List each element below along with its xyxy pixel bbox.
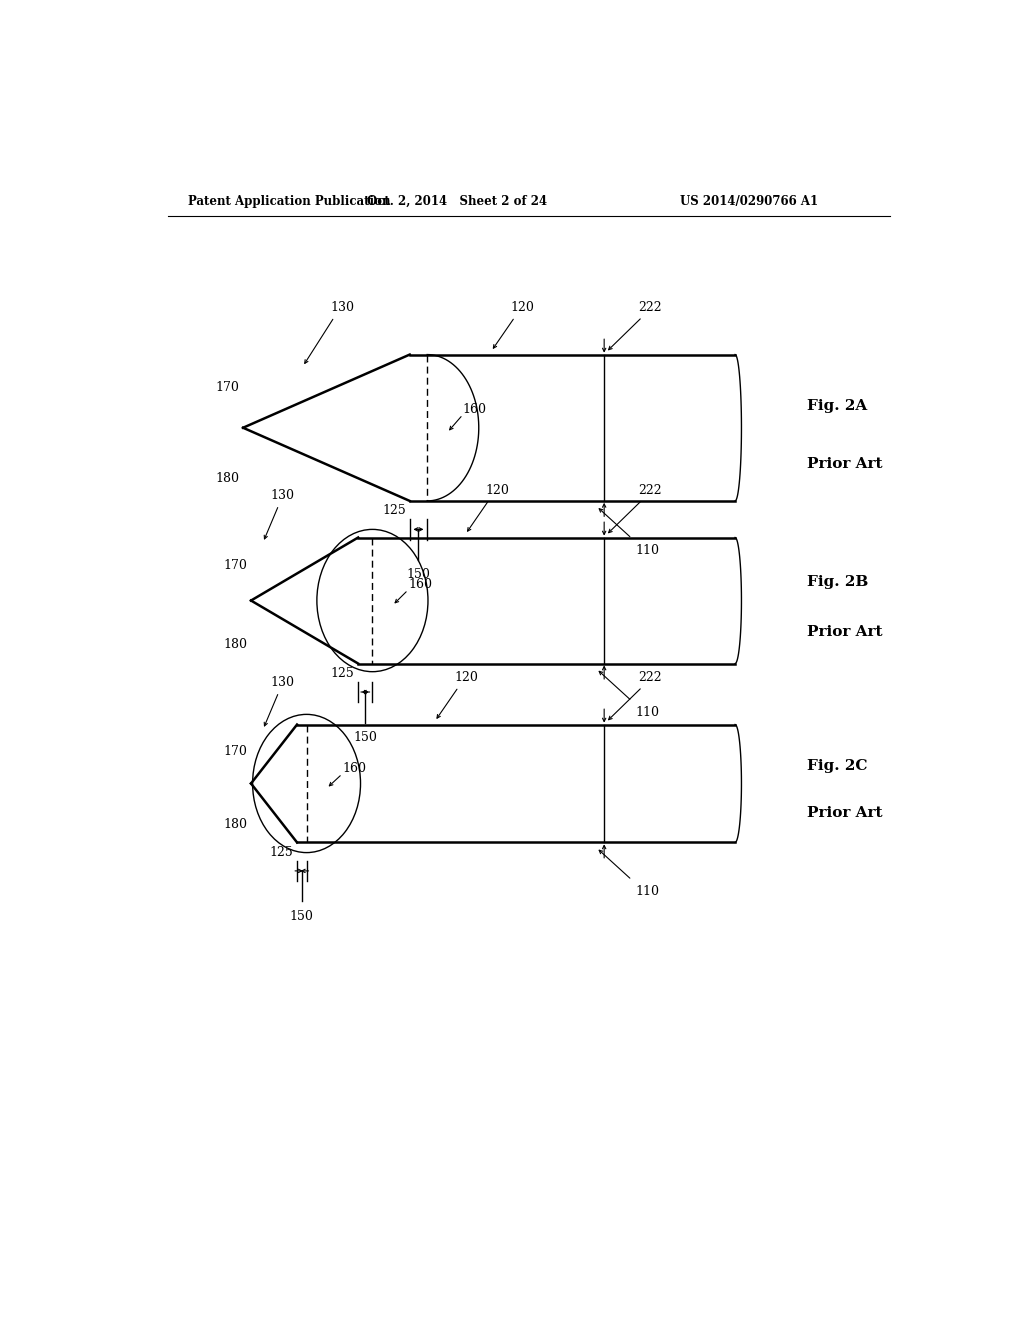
Text: 170: 170	[223, 560, 247, 573]
Text: 222: 222	[638, 671, 662, 684]
Text: Oct. 2, 2014   Sheet 2 of 24: Oct. 2, 2014 Sheet 2 of 24	[368, 194, 548, 207]
Text: 125: 125	[382, 504, 406, 517]
Text: Fig. 2A: Fig. 2A	[807, 399, 866, 413]
Text: 150: 150	[290, 909, 313, 923]
Text: 150: 150	[407, 568, 430, 581]
Text: Fig. 2C: Fig. 2C	[807, 759, 867, 772]
Text: 222: 222	[638, 301, 662, 314]
Text: 110: 110	[636, 544, 659, 557]
Text: 180: 180	[215, 473, 239, 486]
Text: 180: 180	[223, 638, 247, 651]
Text: 170: 170	[223, 744, 247, 758]
Text: 120: 120	[485, 484, 509, 496]
Text: Prior Art: Prior Art	[807, 457, 882, 471]
Text: 130: 130	[270, 488, 295, 502]
Text: Patent Application Publication: Patent Application Publication	[187, 194, 390, 207]
Text: 130: 130	[270, 676, 295, 689]
Text: 170: 170	[215, 381, 239, 393]
Text: 125: 125	[331, 667, 354, 680]
Text: 130: 130	[331, 301, 354, 314]
Text: 160: 160	[342, 762, 367, 775]
Text: Prior Art: Prior Art	[807, 807, 882, 820]
Text: Fig. 2B: Fig. 2B	[807, 574, 868, 589]
Text: 125: 125	[269, 846, 293, 859]
Text: US 2014/0290766 A1: US 2014/0290766 A1	[680, 194, 818, 207]
Text: 160: 160	[409, 578, 432, 591]
Text: 222: 222	[638, 484, 662, 496]
Text: 180: 180	[223, 818, 247, 832]
Text: 110: 110	[636, 886, 659, 898]
Text: 120: 120	[455, 671, 478, 684]
Text: 160: 160	[463, 403, 486, 416]
Text: 120: 120	[511, 301, 535, 314]
Text: 150: 150	[353, 731, 377, 743]
Text: 110: 110	[636, 706, 659, 719]
Text: Prior Art: Prior Art	[807, 626, 882, 639]
